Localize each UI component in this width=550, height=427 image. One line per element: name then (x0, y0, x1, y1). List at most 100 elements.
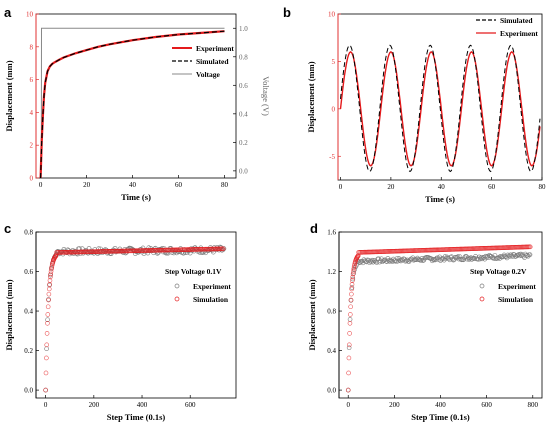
panel-label-b: b (283, 5, 291, 20)
y-tick-label: 0.0 (24, 387, 33, 395)
x-tick-label: 60 (175, 181, 183, 189)
y-tick-label: 1.2 (327, 268, 336, 276)
x-tick-label: 400 (137, 401, 148, 409)
legend-label-experiment: Experiment (500, 29, 538, 38)
point-simulation (44, 331, 50, 336)
x-axis-label: Time (s) (121, 192, 151, 202)
annotation-step-voltage: Step Voltage 0.1V (165, 267, 222, 276)
x-tick-label: 60 (488, 183, 496, 191)
x-tick-label: 600 (481, 401, 492, 409)
point-simulation (220, 246, 226, 252)
y2-tick-label: 0.6 (239, 82, 248, 90)
panel-b-chart: 0 20 40 60 80 -5 0 5 10 Time (s) Displacement (mm)… (306, 11, 546, 205)
point-simulation (43, 370, 49, 376)
y-tick-label: 0.6 (24, 268, 33, 276)
point-simulation (351, 269, 356, 274)
point-experiment (527, 252, 533, 257)
point-simulation (45, 312, 51, 317)
series-line-simulated (40, 30, 225, 179)
y2-tick-label: 1.0 (239, 25, 248, 33)
legend-marker-simulation (174, 296, 180, 302)
y2-tick-label: 0.2 (239, 139, 248, 147)
y2-tick-label: 0.0 (239, 167, 248, 175)
point-simulation (355, 254, 360, 259)
y-tick-label: 0 (30, 175, 34, 183)
legend-label-simulation: Simulation (193, 295, 229, 304)
legend-marker-experiment (479, 283, 485, 289)
point-experiment (431, 257, 437, 262)
x-tick-label: 800 (528, 401, 539, 409)
legend-marker-experiment (174, 283, 180, 289)
y-axis-label: Displacement (mm) (306, 61, 316, 132)
point-simulation (45, 320, 50, 326)
point-experiment (366, 258, 371, 263)
x-tick-label: 40 (438, 183, 446, 191)
point-experiment (347, 317, 353, 322)
y-tick-label: -5 (329, 153, 335, 161)
point-simulation (346, 355, 352, 361)
legend-label-simulated: Simulated (500, 16, 533, 25)
point-simulation (347, 331, 352, 336)
x-axis-label: Step Time (0.1s) (411, 412, 470, 422)
point-simulation (49, 264, 55, 270)
point-experiment (45, 317, 50, 322)
x-tick-label: 200 (89, 401, 100, 409)
legend-label-experiment: Experiment (196, 44, 234, 53)
point-simulation (46, 297, 51, 303)
point-simulation (48, 269, 54, 274)
plot-frame (35, 13, 237, 179)
y2-tick-label: 0.4 (239, 110, 248, 118)
point-simulation (45, 304, 51, 310)
legend-label-simulation: Simulation (498, 295, 534, 304)
point-simulation (350, 271, 356, 277)
point-simulation (348, 297, 354, 303)
x-tick-label: 80 (221, 181, 229, 189)
x-tick-label: 0 (339, 183, 343, 191)
point-simulation (44, 342, 50, 348)
y-tick-label: 0.0 (327, 387, 336, 395)
point-simulation (44, 355, 49, 361)
y-tick-label: 0.4 (24, 308, 33, 316)
panel-label-d: d (310, 221, 318, 236)
x-tick-label: 20 (387, 183, 395, 191)
y-axis-label: Displacement (mm) (307, 279, 317, 350)
x-tick-label: 0 (346, 401, 350, 409)
x-tick-label: 80 (539, 183, 547, 191)
legend-label-experiment: Experiment (193, 282, 231, 291)
point-experiment (455, 254, 461, 259)
x-tick-label: 0 (44, 401, 48, 409)
legend-label-simulated: Simulated (196, 57, 229, 66)
point-experiment (439, 256, 444, 262)
legend-marker-simulation (479, 296, 485, 302)
point-experiment (524, 252, 530, 258)
x-axis-label: Step Time (0.1s) (107, 412, 166, 422)
point-simulation (43, 387, 48, 393)
point-simulation (347, 320, 353, 326)
point-simulation (346, 342, 352, 348)
panel-a-chart: 0 20 40 60 80 0 2 4 6 8 10 Time (s) Displacement (mm… (4, 11, 271, 203)
panel-c-chart: 0 200 400 600 0.0 0.2 0.4 0.6 0.8 Step Time (0.1s… (4, 229, 237, 422)
y-tick-label: 0 (332, 105, 336, 113)
y2-axis-label: Voltage (V) (261, 76, 271, 116)
y-tick-label: 0.8 (327, 308, 336, 316)
panel-label-a: a (4, 5, 12, 20)
point-simulation (48, 271, 53, 277)
point-experiment (44, 346, 49, 352)
y-tick-label: 5 (332, 58, 336, 66)
point-simulation (349, 291, 354, 297)
point-simulation (348, 304, 353, 310)
y-tick-label: 0.8 (24, 229, 33, 237)
point-simulation (349, 286, 354, 292)
y-tick-label: 0.2 (24, 347, 33, 355)
point-experiment (458, 256, 464, 262)
point-simulation (345, 387, 351, 393)
y-axis-label: Displacement (mm) (4, 60, 14, 131)
point-simulation (47, 278, 53, 283)
legend-label-voltage: Voltage (196, 70, 221, 79)
point-experiment (387, 259, 393, 264)
y-tick-label: 8 (30, 43, 34, 51)
point-simulation (351, 264, 357, 270)
point-simulation (53, 253, 59, 258)
y-tick-label: 10 (328, 11, 336, 19)
